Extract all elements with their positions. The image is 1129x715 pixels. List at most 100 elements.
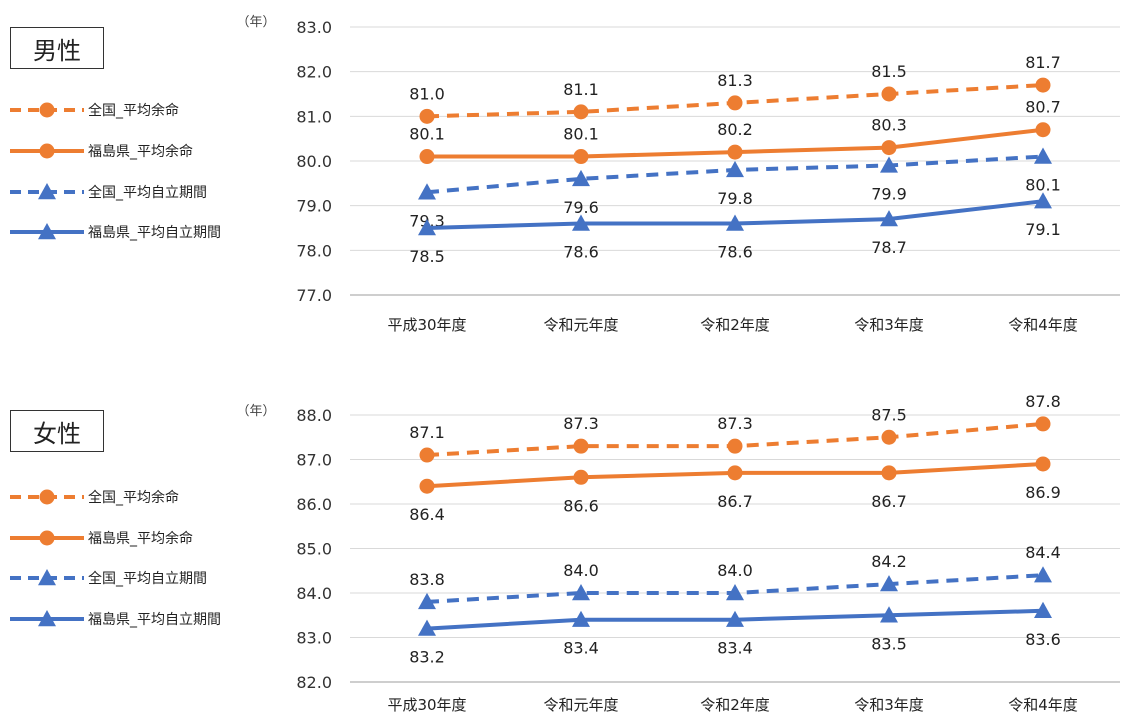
legend-item: 全国_平均余命 <box>8 100 179 120</box>
data-label: 78.6 <box>563 243 599 262</box>
legend-label: 全国_平均自立期間 <box>88 185 207 201</box>
legend-swatch-solid-triangle-icon <box>10 223 84 240</box>
data-point <box>880 156 898 173</box>
legend-label: 福島県_平均余命 <box>88 531 193 547</box>
data-label: 87.5 <box>871 405 907 424</box>
x-tick-label: 令和3年度 <box>854 696 924 714</box>
x-tick-label: 令和2年度 <box>700 316 770 334</box>
legend-label: 福島県_平均自立期間 <box>88 612 221 628</box>
y-tick-label: 88.0 <box>296 406 332 425</box>
data-point <box>727 95 743 111</box>
data-point <box>880 575 898 592</box>
legend-item: 福島県_平均自立期間 <box>8 609 221 629</box>
data-point <box>1035 416 1051 432</box>
line-chart-male: （年） 77.0 78.0 79.0 80.0 81.0 82.0 83.0 平成30年度 令和元… <box>236 15 1120 334</box>
legend-swatch-dashed-triangle-icon <box>10 183 84 200</box>
x-tick-label: 令和3年度 <box>854 316 924 334</box>
data-label: 80.1 <box>563 125 599 144</box>
legend-label: 全国_平均自立期間 <box>88 571 207 587</box>
data-point <box>419 447 435 463</box>
y-tick-label: 78.0 <box>296 241 332 260</box>
data-label: 78.5 <box>409 247 445 266</box>
y-tick-label: 82.0 <box>296 673 332 692</box>
y-tick-label: 83.0 <box>296 629 332 648</box>
panel-label-female: 女性 <box>10 410 104 452</box>
data-point <box>573 104 589 120</box>
data-point <box>727 144 743 160</box>
chart-panel-male: 男性 全国_平均余命 福島県_平均余命 全国_平均自立期間 福島県_平均自立期間… <box>0 0 1129 357</box>
y-tick-label: 84.0 <box>296 584 332 603</box>
y-tick-label: 77.0 <box>296 286 332 305</box>
legend-label: 全国_平均余命 <box>88 490 179 506</box>
legend-item: 福島県_平均余命 <box>8 141 193 161</box>
data-label: 80.1 <box>1025 176 1061 195</box>
x-tick-label: 令和元年度 <box>543 696 618 714</box>
data-point <box>572 214 590 231</box>
x-tick-label: 令和元年度 <box>543 316 618 334</box>
data-label: 81.5 <box>871 62 907 81</box>
data-label: 83.8 <box>409 570 445 589</box>
data-point <box>419 108 435 124</box>
y-tick-label: 85.0 <box>296 540 332 559</box>
legend-female: 全国_平均余命 福島県_平均余命 全国_平均自立期間 福島県_平均自立期間 <box>8 485 273 640</box>
data-label: 84.0 <box>717 561 753 580</box>
legend-swatch-solid-circle-icon <box>10 530 84 546</box>
data-label: 86.7 <box>717 492 753 511</box>
y-tick-label: 82.0 <box>296 63 332 82</box>
data-label: 78.6 <box>717 243 753 262</box>
y-tick-label: 80.0 <box>296 152 332 171</box>
data-point <box>1035 122 1051 138</box>
line-chart-female: （年） 82.0 83.0 84.0 85.0 86.0 87.0 88.0 平成30年度 令和元… <box>236 392 1120 714</box>
legend-marker <box>38 183 56 200</box>
data-point <box>1034 147 1052 164</box>
y-axis-unit-label: （年） <box>236 404 275 419</box>
data-point <box>573 438 589 454</box>
x-tick-label: 令和4年度 <box>1008 316 1078 334</box>
data-point <box>726 610 744 627</box>
data-label: 83.5 <box>871 634 907 653</box>
data-point <box>726 584 744 601</box>
legend-item: 全国_平均余命 <box>8 487 179 507</box>
data-label: 86.4 <box>409 505 445 524</box>
y-tick-label: 86.0 <box>296 495 332 514</box>
x-tick-label: 令和4年度 <box>1008 696 1078 714</box>
legend-marker <box>38 610 56 627</box>
legend-swatch-solid-circle-icon <box>10 143 84 159</box>
data-label: 80.3 <box>871 116 907 135</box>
data-point <box>1034 192 1052 209</box>
data-point <box>418 183 436 200</box>
legend-item: 全国_平均自立期間 <box>8 568 207 588</box>
data-label: 81.3 <box>717 71 753 90</box>
data-label: 81.0 <box>409 84 445 103</box>
legend-label: 福島県_平均余命 <box>88 144 193 160</box>
data-point <box>1035 456 1051 472</box>
data-point <box>727 465 743 481</box>
data-label: 84.0 <box>563 561 599 580</box>
data-label: 79.1 <box>1025 220 1061 239</box>
data-label: 83.2 <box>409 648 445 667</box>
data-point <box>572 169 590 187</box>
data-label: 87.1 <box>409 423 445 442</box>
legend-swatch-dashed-circle-icon <box>10 489 84 505</box>
data-label: 87.8 <box>1025 392 1061 411</box>
data-point <box>1035 77 1051 93</box>
data-point <box>727 438 743 454</box>
legend-swatch-dashed-triangle-icon <box>10 569 84 586</box>
data-label: 84.4 <box>1025 543 1061 562</box>
data-point <box>881 465 897 481</box>
legend-marker <box>38 569 56 586</box>
data-label: 79.8 <box>717 189 753 208</box>
data-label: 87.3 <box>717 414 753 433</box>
x-tick-label: 平成30年度 <box>387 316 466 334</box>
legend-swatch-solid-triangle-icon <box>10 610 84 627</box>
legend-marker <box>38 223 56 240</box>
data-label: 79.9 <box>871 184 907 203</box>
y-axis-unit-label: （年） <box>236 15 275 30</box>
data-point <box>418 619 436 636</box>
data-point <box>881 86 897 102</box>
legend-item: 福島県_平均自立期間 <box>8 222 221 242</box>
chart-panel-female: 女性 全国_平均余命 福島県_平均余命 全国_平均自立期間 福島県_平均自立期間… <box>0 357 1129 715</box>
data-label: 83.4 <box>563 639 599 658</box>
data-label: 78.7 <box>871 238 907 257</box>
data-point <box>1034 601 1052 618</box>
